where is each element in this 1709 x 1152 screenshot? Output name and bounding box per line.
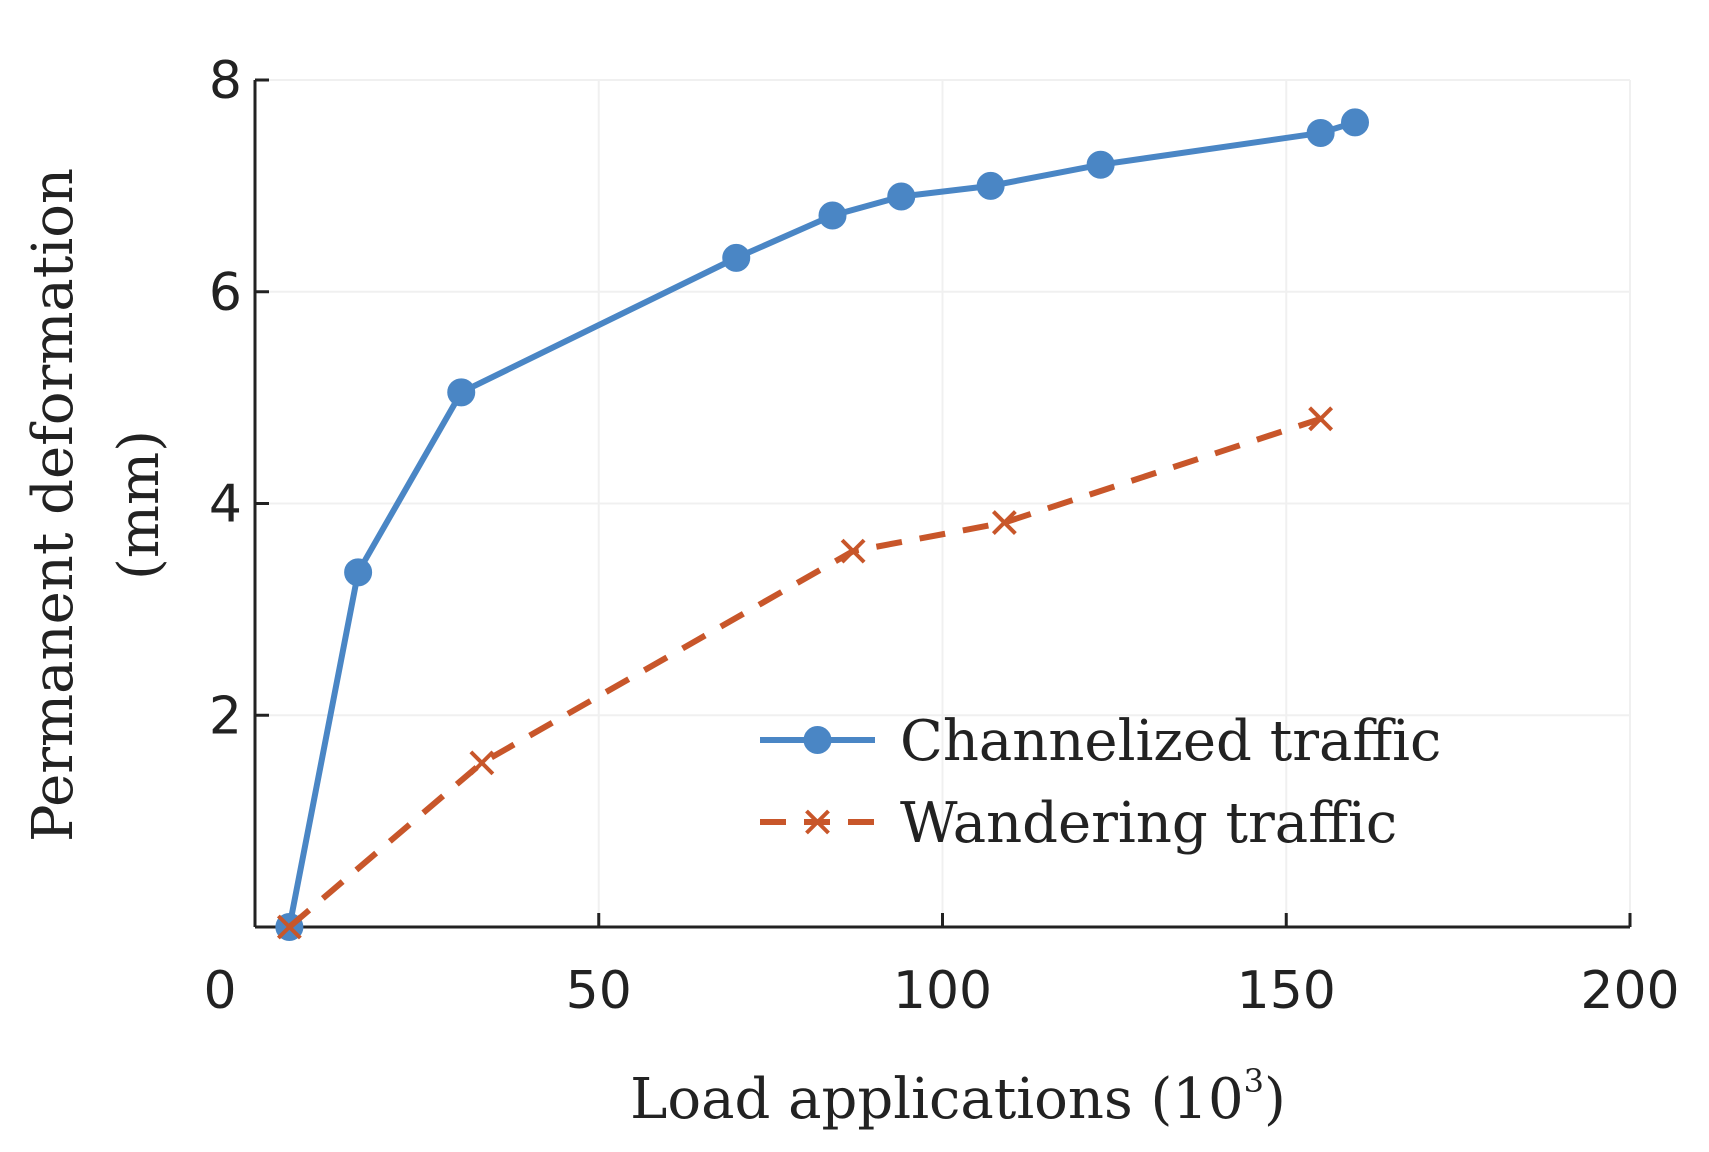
y-axis-title-line1: Permanent deformation (21, 168, 86, 842)
y-tick-label-6: 6 (209, 263, 242, 323)
x-axis-title: Load applications (103) (630, 1062, 1286, 1132)
data-point-channelized-traffic-9 (1341, 108, 1369, 137)
legend-marker-channelized-traffic (803, 726, 832, 754)
x-tick-label-0: 0 (203, 961, 236, 1021)
legend-marker-wandering-traffic (805, 809, 830, 835)
x-tick-label-150: 150 (1237, 961, 1336, 1021)
x-axis-title-close: ) (1264, 1067, 1286, 1132)
data-point-channelized-traffic-5 (887, 182, 916, 211)
data-point-channelized-traffic-3 (722, 243, 751, 272)
axes (253, 78, 1632, 929)
series-wandering-traffic (276, 406, 1334, 940)
data-point-wandering-traffic-0 (276, 914, 302, 940)
legend: Channelized traffic Wandering traffic (760, 709, 1441, 856)
legend-label-wandering-traffic: Wandering traffic (900, 791, 1397, 856)
data-point-channelized-traffic-4 (818, 201, 847, 230)
series-group (275, 108, 1369, 941)
data-point-wandering-traffic-3-stroke-b (991, 510, 1017, 535)
data-point-wandering-traffic-3 (991, 510, 1017, 535)
y-axis-title-line2: (mm) (107, 430, 172, 580)
y-tick-label-2: 2 (209, 686, 242, 746)
data-point-wandering-traffic-1-stroke-b (469, 750, 495, 776)
y-axis-title: Permanent deformation (mm) (21, 168, 172, 842)
legend-item-wandering-traffic: Wandering traffic (760, 791, 1397, 856)
data-point-wandering-traffic-4 (1308, 406, 1334, 432)
data-point-channelized-traffic-1 (344, 558, 373, 587)
data-point-channelized-traffic-2 (447, 378, 476, 407)
data-point-wandering-traffic-2 (840, 538, 866, 564)
grid (255, 79, 1631, 927)
x-tick-label-100: 100 (893, 961, 992, 1021)
x-tick-label-200: 200 (1580, 961, 1679, 1021)
data-point-channelized-traffic-6 (976, 171, 1005, 200)
data-point-wandering-traffic-0-stroke-b (276, 914, 302, 940)
x-axis-title-superscript: 3 (1244, 1062, 1264, 1100)
legend-label-channelized-traffic: Channelized traffic (900, 709, 1441, 774)
tick-labels: 0 50 100 150 200 2 4 6 8 (203, 51, 1679, 1021)
data-point-wandering-traffic-4-stroke-b (1308, 406, 1334, 432)
y-tick-label-8: 8 (209, 51, 242, 111)
data-point-wandering-traffic-2-stroke-b (840, 538, 866, 564)
x-tick-label-50: 50 (566, 961, 632, 1021)
data-point-channelized-traffic-8 (1306, 118, 1335, 147)
series-line-channelized-traffic (286, 119, 1358, 930)
data-point-channelized-traffic-7 (1086, 150, 1115, 179)
legend-marker-wandering-traffic-stroke-b (805, 809, 830, 835)
x-axis-title-text: Load applications (10 (630, 1067, 1243, 1132)
legend-item-channelized-traffic: Channelized traffic (760, 709, 1441, 774)
data-point-wandering-traffic-1 (469, 750, 495, 776)
y-tick-label-4: 4 (209, 475, 242, 535)
